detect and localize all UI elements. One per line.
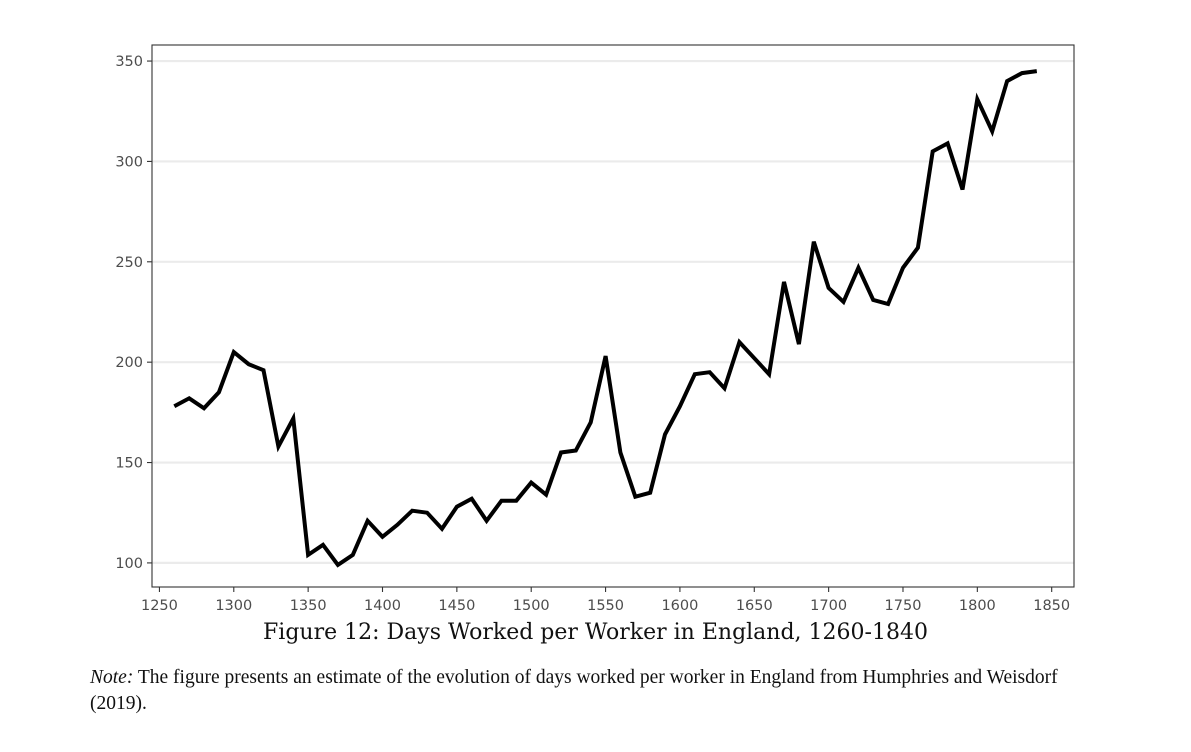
- series-line: [173, 69, 1038, 568]
- note-label: Note:: [90, 667, 134, 688]
- x-tick-label: 1500: [513, 598, 550, 614]
- x-tick-label: 1250: [141, 598, 178, 614]
- gridlines: [152, 59, 1074, 565]
- note-text: The figure presents an estimate of the e…: [90, 667, 1058, 714]
- x-tick-label: 1850: [1033, 598, 1070, 614]
- x-tick-label: 1700: [810, 598, 847, 614]
- y-tick-label: 200: [115, 355, 143, 371]
- plot-panel-border: [151, 44, 1075, 588]
- x-tick-label: 1550: [587, 598, 624, 614]
- x-tick-label: 1750: [885, 598, 922, 614]
- figure-note: Note: The figure presents an estimate of…: [90, 665, 1110, 717]
- y-tick-label: 100: [115, 556, 143, 572]
- days-worked-chart: 1250 1300 1350 1400 1450 1500 1550 1600 1650 1700…: [115, 44, 1075, 614]
- x-tick-label: 1350: [290, 598, 327, 614]
- figure-caption: Figure 12: Days Worked per Worker in Eng…: [263, 620, 928, 645]
- x-tick-label: 1450: [438, 598, 475, 614]
- y-tick-label: 250: [115, 255, 143, 271]
- x-tick-label: 1650: [736, 598, 773, 614]
- y-axis: 100 150 200 250 300 350: [115, 54, 152, 572]
- y-tick-label: 150: [115, 456, 143, 472]
- x-tick-label: 1800: [959, 598, 996, 614]
- x-tick-label: 1600: [661, 598, 698, 614]
- x-tick-label: 1400: [364, 598, 401, 614]
- x-tick-label: 1300: [215, 598, 252, 614]
- x-axis: 1250 1300 1350 1400 1450 1500 1550 1600 1650 1700…: [141, 587, 1070, 614]
- y-tick-label: 350: [115, 54, 143, 70]
- series-layer: [173, 69, 1038, 568]
- y-tick-label: 300: [115, 154, 143, 170]
